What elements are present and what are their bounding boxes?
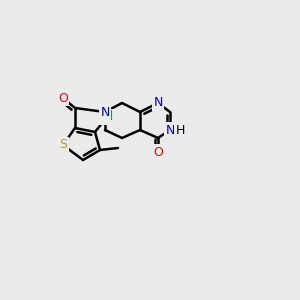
Text: O: O xyxy=(153,146,163,158)
Text: N: N xyxy=(100,106,110,118)
Text: N: N xyxy=(165,124,175,136)
Text: Cl: Cl xyxy=(101,110,113,124)
Text: H: H xyxy=(175,124,185,136)
Text: O: O xyxy=(58,92,68,104)
Text: S: S xyxy=(59,139,67,152)
Text: N: N xyxy=(153,97,163,110)
